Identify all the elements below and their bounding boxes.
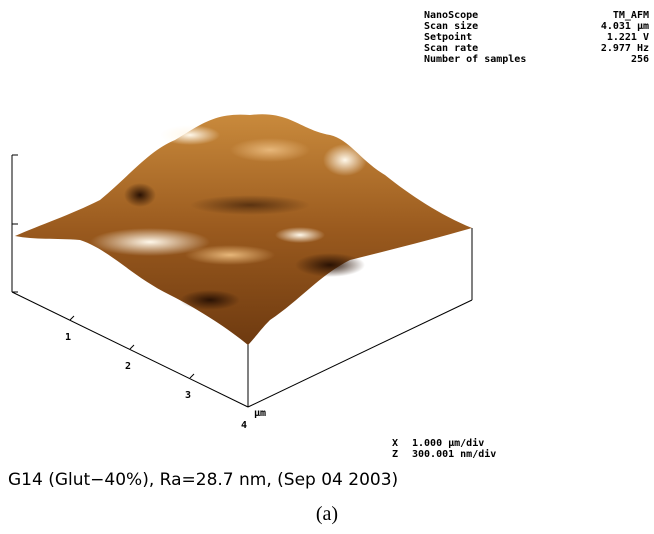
- axis-tick-label: 3: [185, 390, 191, 401]
- afm-surface: 1 2 3 4 µm: [0, 0, 654, 534]
- panel-label: (a): [0, 503, 654, 526]
- axis-tick-label: 4: [241, 420, 247, 431]
- axis-unit: µm: [254, 408, 266, 419]
- scale-key: Z: [392, 449, 412, 460]
- caption: G14 (Glut−40%), Ra=28.7 nm, (Sep 04 2003…: [8, 470, 398, 490]
- scale-value: 1.000 µm/div: [412, 438, 484, 449]
- scale-value: 300.001 nm/div: [412, 449, 496, 460]
- axis-tick-label: 1: [65, 332, 71, 343]
- figure: NanoScopeTM_AFMScan size4.031 µmSetpoint…: [0, 0, 654, 534]
- axis-tick-label: 2: [125, 361, 131, 372]
- scale-key: X: [392, 438, 412, 449]
